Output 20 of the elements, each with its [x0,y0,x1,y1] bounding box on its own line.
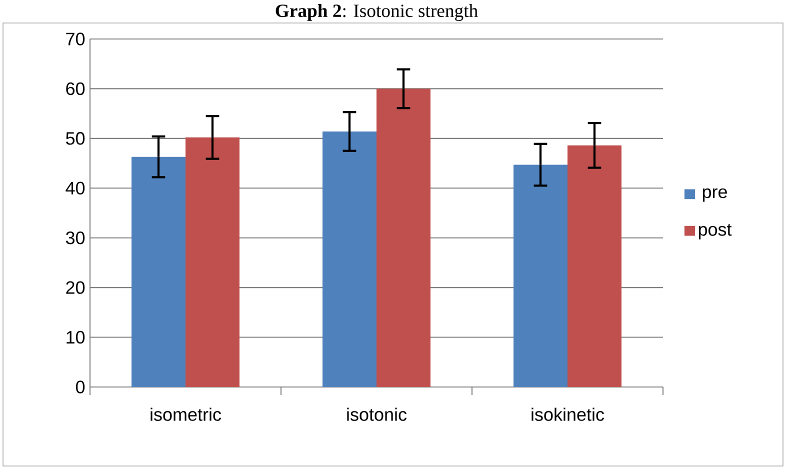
bar [514,164,568,387]
bar [322,131,376,387]
bar [186,137,240,387]
x-tick-label: isokinetic [532,408,604,421]
y-tick-label: 70 [66,32,85,46]
y-tick-label: 60 [66,82,85,96]
x-tick-label: isotonic [347,408,407,421]
y-tick-label: 10 [66,330,85,344]
y-tick-label: 20 [66,281,85,294]
y-tick-label: 50 [66,132,85,145]
y-tick-label: 30 [66,231,85,244]
bar [568,145,622,387]
x-tick-label: isometric [150,408,222,421]
bar [132,156,186,387]
bar [376,88,430,387]
y-tick-label: 0 [76,380,85,394]
y-tick-label: 40 [66,182,85,194]
chart-title: Graph 2: Isotonic strength [276,4,478,21]
legend-label: pre [702,188,727,202]
legend-label: post [698,224,732,240]
